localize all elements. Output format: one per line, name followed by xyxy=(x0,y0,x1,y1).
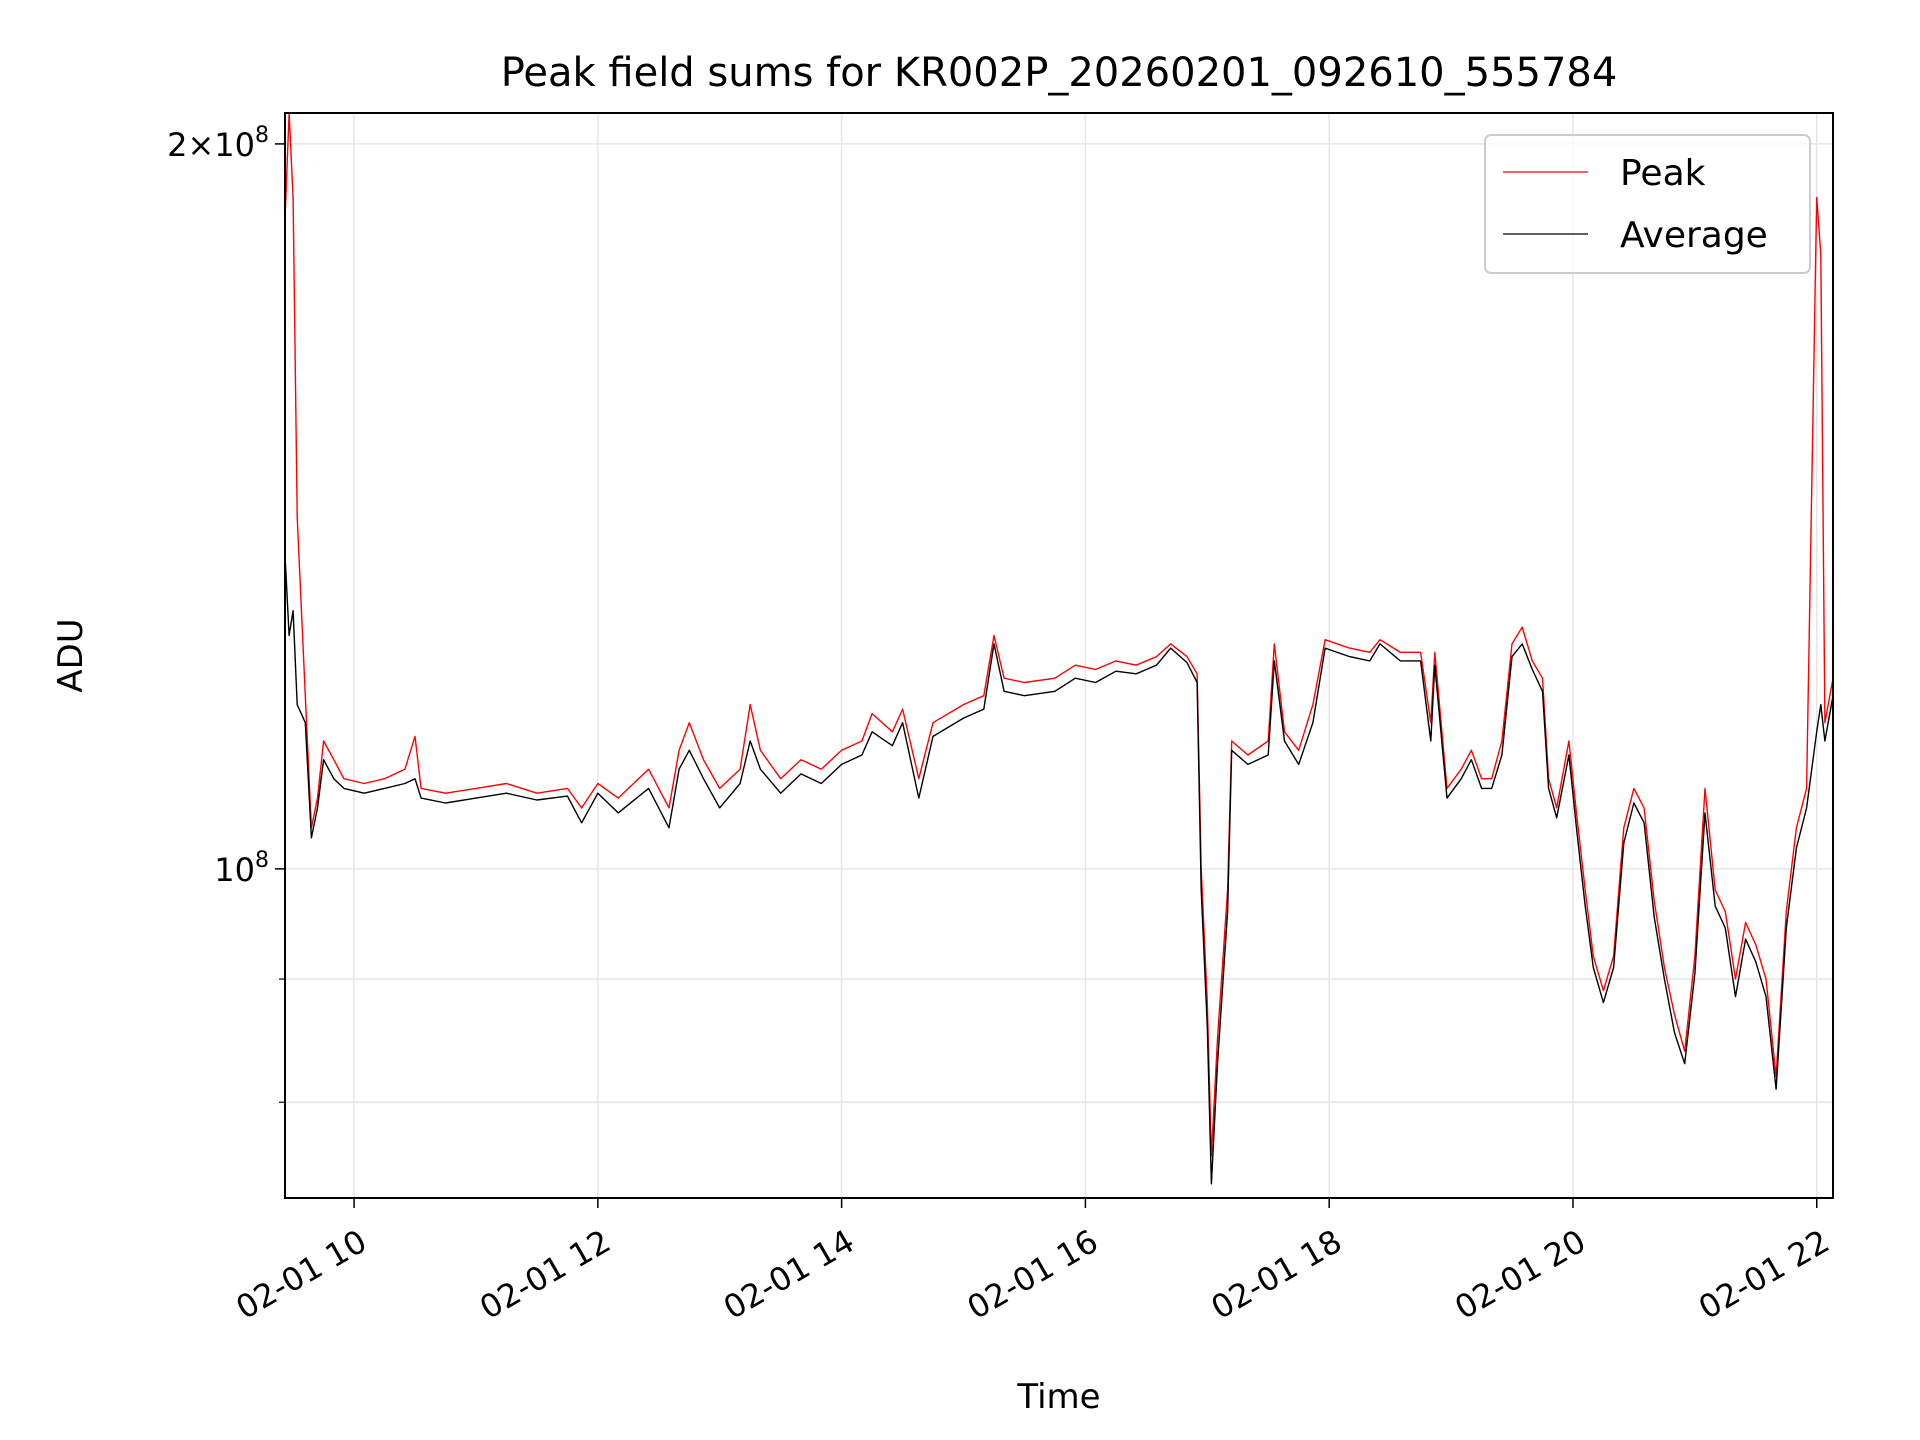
legend-label-average: Average xyxy=(1620,215,1768,256)
legend-box xyxy=(1484,134,1811,274)
legend: Peak Average xyxy=(1484,134,1811,274)
series-line-average xyxy=(284,554,1834,1185)
x-axis-label: Time xyxy=(1016,1377,1100,1417)
series-line-peak xyxy=(284,112,1834,1157)
plot-frame xyxy=(284,112,1834,1199)
series-layer xyxy=(284,112,1834,1185)
y-tick-label: 108 xyxy=(214,848,269,889)
legend-label-peak: Peak xyxy=(1620,153,1706,194)
chart-title: Peak field sums for KR002P_20260201_0926… xyxy=(501,50,1618,96)
y-axis-label: ADU xyxy=(51,618,91,692)
grid xyxy=(285,113,1833,1198)
y-tick-label: 2×108 xyxy=(167,123,269,164)
